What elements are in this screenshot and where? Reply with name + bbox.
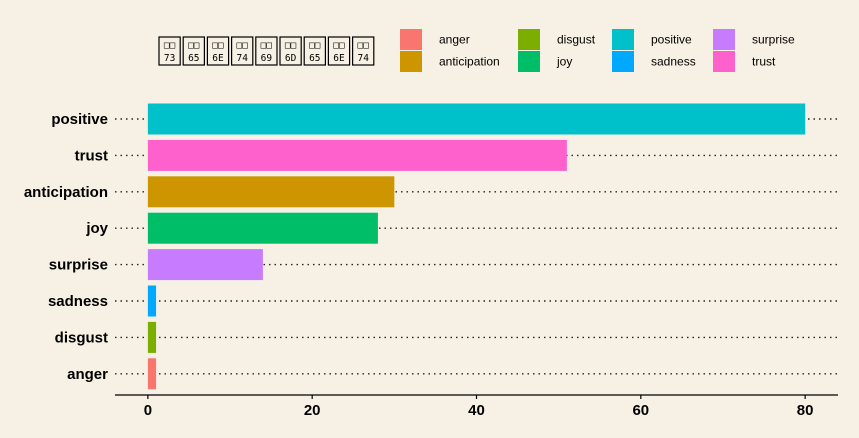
x-tick-label: 80 xyxy=(797,402,814,419)
bar-sadness xyxy=(147,285,157,317)
title-glyph-placeholder: □□ xyxy=(285,40,297,51)
category-label-surprise: surprise xyxy=(49,257,108,274)
title-glyph-code: 6E xyxy=(333,53,345,64)
title-glyph-placeholder: □□ xyxy=(188,40,200,51)
legend-entry-surprise: surprise xyxy=(713,29,795,50)
legend-label: anger xyxy=(439,33,470,47)
title-glyph-box: □□ 65 xyxy=(303,36,327,66)
legend-swatch xyxy=(518,51,540,72)
category-label-anger: anger xyxy=(67,366,108,383)
title-glyph-code: 65 xyxy=(188,53,199,64)
legend-entry-anticipation: anticipation xyxy=(400,51,500,72)
legend-label: sadness xyxy=(651,55,696,69)
category-label-trust: trust xyxy=(75,147,108,164)
title-glyph-code: 74 xyxy=(236,53,248,64)
title-glyph-code: 6E xyxy=(212,53,224,64)
legend-entry-sadness: sadness xyxy=(612,51,696,72)
bar-trust xyxy=(147,139,567,171)
title-glyph-placeholder: □□ xyxy=(212,40,224,51)
x-tick-label: 20 xyxy=(304,402,321,419)
title-glyph-box: □□ 6E xyxy=(206,36,230,66)
bar-surprise xyxy=(147,249,263,281)
title-glyph-box: □□ 65 xyxy=(182,36,205,66)
category-label-positive: positive xyxy=(51,111,108,128)
title-glyph-code: 69 xyxy=(261,53,273,64)
legend-label: joy xyxy=(556,55,572,69)
legend-swatch xyxy=(400,51,422,72)
legend-entry-disgust: disgust xyxy=(518,29,596,50)
legend-entry-anger: anger xyxy=(400,29,470,50)
legend-label: anticipation xyxy=(439,55,500,69)
title-glyph-placeholder: □□ xyxy=(261,40,273,51)
legend-label: trust xyxy=(752,55,776,69)
title-glyph-code: 74 xyxy=(357,53,369,64)
legend-label: positive xyxy=(651,33,692,47)
title-glyph-code: 65 xyxy=(309,53,320,64)
bar-anticipation xyxy=(147,176,395,208)
title-glyph-box: □□ 6E xyxy=(327,36,351,66)
title-glyph-placeholder: □□ xyxy=(333,40,345,51)
x-tick-label: 0 xyxy=(144,402,152,419)
x-axis: 0 20 40 60 80 xyxy=(115,394,838,419)
legend-label: surprise xyxy=(752,33,795,47)
title-glyph-placeholder: □□ xyxy=(357,40,369,51)
legend-swatch xyxy=(400,29,422,50)
title-glyph-box: □□ 73 xyxy=(158,36,181,66)
legend-swatch xyxy=(713,51,735,72)
title-glyph-placeholder: □□ xyxy=(236,40,248,51)
chart-legend: anger anticipation disgust joy positive sadne… xyxy=(400,29,795,72)
bar-joy xyxy=(147,212,378,244)
bar-disgust xyxy=(147,321,157,353)
bar-anger xyxy=(147,358,157,390)
category-label-joy: joy xyxy=(85,220,108,237)
chart-title: □□ 73 □□ 65 □□ 6E □□ 74 □□ 69 □□ 6D □□ 65 □□ 6E □□ 74 xyxy=(158,36,375,66)
legend-entry-trust: trust xyxy=(713,51,776,72)
title-glyph-code: 73 xyxy=(164,53,175,64)
category-labels: positive trust anticipation joy surprise sadn… xyxy=(24,111,109,383)
title-glyph-placeholder: □□ xyxy=(164,40,176,51)
legend-swatch xyxy=(612,29,634,50)
x-tick-label: 60 xyxy=(632,402,649,419)
legend-entry-joy: joy xyxy=(518,51,572,72)
legend-swatch xyxy=(713,29,735,50)
legend-label: disgust xyxy=(557,33,596,47)
category-label-sadness: sadness xyxy=(48,293,108,310)
bars xyxy=(147,103,806,390)
legend-entry-positive: positive xyxy=(612,29,692,50)
category-label-anticipation: anticipation xyxy=(24,184,108,201)
title-glyph-box: □□ 6D xyxy=(279,36,302,66)
title-glyph-code: 6D xyxy=(285,53,297,64)
legend-swatch xyxy=(612,51,634,72)
x-tick-label: 40 xyxy=(468,402,485,419)
title-glyph-box: □□ 74 xyxy=(352,36,375,66)
legend-swatch xyxy=(518,29,540,50)
bar-positive xyxy=(147,103,806,135)
title-glyph-placeholder: □□ xyxy=(309,40,321,51)
title-glyph-box: □□ 74 xyxy=(231,36,254,66)
category-label-disgust: disgust xyxy=(55,329,108,346)
title-glyph-box: □□ 69 xyxy=(255,36,278,66)
